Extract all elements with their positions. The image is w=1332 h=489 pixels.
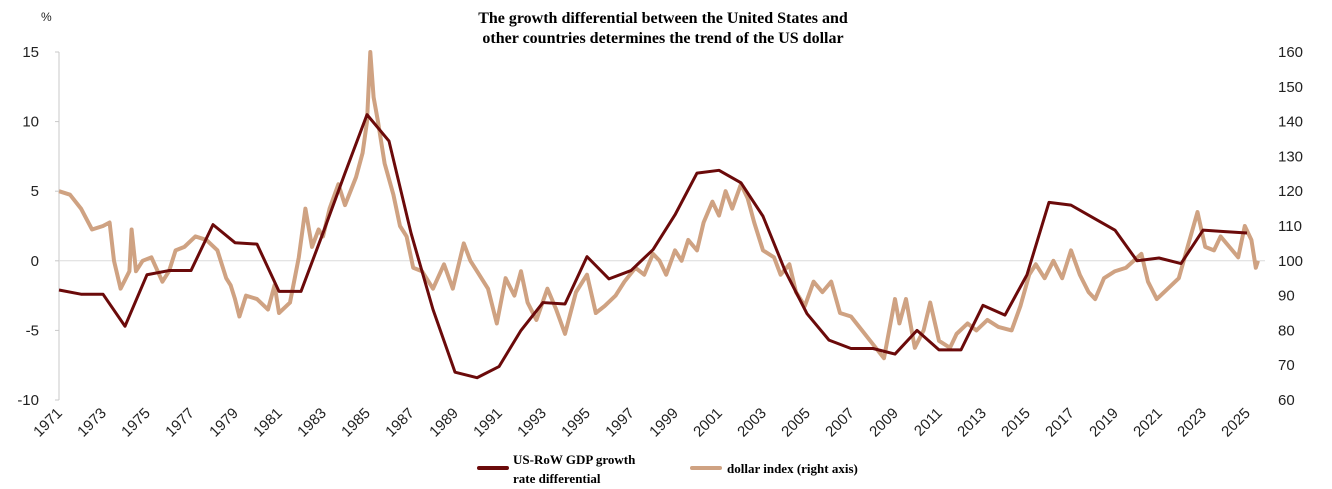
- chart-title-line-1: The growth differential between the Unit…: [478, 10, 848, 27]
- x-tick-label: 1999: [646, 405, 682, 441]
- x-tick-label: 1987: [382, 405, 418, 441]
- x-tick-label: 2005: [778, 405, 814, 441]
- y-tick-label: -10: [17, 392, 39, 409]
- x-tick-label: 1989: [426, 405, 462, 441]
- y2-tick-label: 100: [1278, 253, 1303, 270]
- x-tick-label: 1971: [30, 405, 66, 441]
- y2-tick-label: 120: [1278, 183, 1303, 200]
- legend-swatch-dollar: [690, 466, 722, 470]
- x-tick-label: 2019: [1086, 405, 1122, 441]
- y2-tick-label: 160: [1278, 44, 1303, 61]
- x-tick-label: 1991: [470, 405, 506, 441]
- gdp-differential-line: [58, 113, 1248, 380]
- x-tick-label: 2025: [1218, 405, 1254, 441]
- legend-swatch-gdp: [477, 466, 509, 470]
- x-tick-label: 2011: [911, 405, 946, 440]
- x-tick-label: 1997: [602, 405, 638, 441]
- y2-tick-label: 60: [1278, 392, 1295, 409]
- x-tick-label: 1977: [162, 405, 198, 441]
- x-tick-label: 2021: [1130, 405, 1166, 441]
- x-tick-label: 1993: [514, 405, 550, 441]
- y2-tick-label: 90: [1278, 288, 1295, 305]
- x-tick-label: 1995: [558, 405, 594, 441]
- x-tick-label: 1973: [74, 405, 110, 441]
- chart-title: The growth differential between the Unit…: [0, 9, 1332, 49]
- legend-label-gdp-line-1: US-RoW GDP growth: [513, 452, 636, 467]
- dollar-index-line: [58, 50, 1260, 361]
- legend-label-dollar: dollar index (right axis): [727, 461, 858, 476]
- y2-tick-label: 70: [1278, 357, 1295, 374]
- y2-tick-label: 140: [1278, 114, 1303, 131]
- x-tick-label: 1983: [294, 405, 330, 441]
- x-tick-label: 2001: [690, 405, 726, 441]
- x-tick-label: 1985: [338, 405, 374, 441]
- x-tick-label: 2009: [866, 405, 902, 441]
- y-tick-label: 0: [31, 253, 39, 270]
- legend-item-dollar: dollar index (right axis): [727, 459, 858, 478]
- legend-item-gdp: US-RoW GDP growth rate differential: [513, 450, 635, 488]
- x-tick-label: 2023: [1174, 405, 1210, 441]
- y-tick-label: 10: [22, 114, 39, 131]
- legend-label-gdp-line-2: rate differential: [513, 471, 601, 486]
- y2-tick-label: 130: [1278, 148, 1303, 165]
- y2-tick-label: 80: [1278, 322, 1295, 339]
- y-tick-label: 5: [31, 183, 39, 200]
- y2-tick-label: 110: [1278, 218, 1302, 235]
- x-tick-label: 2013: [954, 405, 990, 441]
- x-tick-label: 2015: [998, 405, 1034, 441]
- x-tick-label: 1979: [206, 405, 242, 441]
- x-tick-label: 1981: [250, 405, 286, 441]
- x-tick-label: 1975: [118, 405, 154, 441]
- y2-tick-label: 150: [1278, 79, 1303, 96]
- x-tick-label: 2017: [1042, 405, 1078, 441]
- y-tick-label: -5: [26, 322, 39, 339]
- chart-title-line-2: other countries determines the trend of …: [482, 30, 844, 47]
- x-tick-label: 2003: [734, 405, 770, 441]
- y-axis-unit-label: %: [41, 10, 52, 24]
- x-tick-label: 2007: [822, 405, 858, 441]
- y-tick-label: 15: [22, 44, 39, 61]
